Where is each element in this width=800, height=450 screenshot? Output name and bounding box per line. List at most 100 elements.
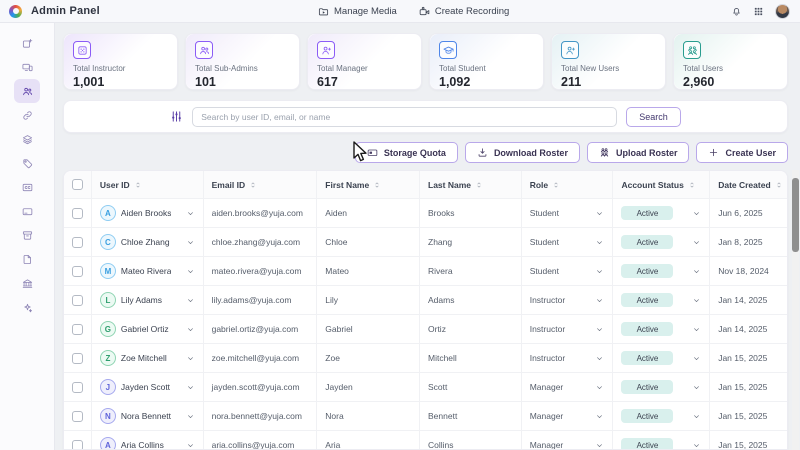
sparkles-icon (22, 302, 33, 313)
sidebar-item-11[interactable] (14, 295, 40, 319)
row-checkbox[interactable] (71, 207, 83, 219)
chevron-down-icon[interactable] (186, 441, 195, 450)
sidebar-item-10[interactable] (14, 271, 40, 295)
col-header-last-name[interactable]: Last Name (428, 179, 471, 190)
sidebar-item-5[interactable] (14, 151, 40, 175)
stat-value: 101 (195, 75, 216, 89)
chevron-down-icon[interactable] (692, 267, 701, 276)
chevron-down-icon[interactable] (186, 325, 195, 334)
chevron-down-icon[interactable] (595, 296, 604, 305)
chevron-down-icon[interactable] (186, 354, 195, 363)
sort-icon[interactable] (775, 180, 783, 190)
toolbar-button-2[interactable]: Upload Roster (586, 142, 690, 163)
col-header-date-created[interactable]: Date Created (718, 179, 771, 190)
stat-value: 2,960 (683, 75, 715, 89)
sort-icon[interactable] (373, 180, 381, 190)
row-checkbox[interactable] (71, 381, 83, 393)
row-checkbox[interactable] (71, 323, 83, 335)
sidebar-item-8[interactable] (14, 223, 40, 247)
scrollbar-thumb[interactable] (792, 178, 799, 252)
col-header-email-id[interactable]: Email ID (211, 179, 246, 190)
col-header-account-status[interactable]: Account Status (621, 179, 684, 190)
chevron-down-icon[interactable] (186, 296, 195, 305)
top-bar: Admin Panel Manage Media Create Recordin… (0, 0, 800, 23)
date-created-cell: Jan 14, 2025 (718, 324, 768, 334)
filter-sliders-icon[interactable] (170, 110, 183, 123)
stat-card: Total Student 1,092 (429, 33, 544, 90)
notifications-bell-icon[interactable] (731, 6, 742, 17)
row-checkbox[interactable] (71, 294, 83, 306)
chevron-down-icon[interactable] (595, 383, 604, 392)
sidebar-item-7[interactable] (14, 199, 40, 223)
sidebar-item-1[interactable] (14, 55, 40, 79)
chevron-down-icon[interactable] (595, 238, 604, 247)
chevron-down-icon[interactable] (595, 267, 604, 276)
sidebar-item-9[interactable] (14, 247, 40, 271)
chevron-down-icon[interactable] (595, 412, 604, 421)
link-icon (22, 110, 33, 121)
sidebar-item-4[interactable] (14, 127, 40, 151)
last-name-cell: Rivera (428, 266, 453, 276)
last-name-cell: Zhang (428, 237, 453, 247)
table-row: C Chloe Zhang chloe.zhang@yuja.com Chloe… (64, 228, 787, 257)
chevron-down-icon[interactable] (692, 296, 701, 305)
stat-card: Total New Users 211 (551, 33, 666, 90)
search-input[interactable] (192, 106, 618, 127)
search-button[interactable]: Search (626, 106, 681, 127)
select-all-checkbox[interactable] (71, 179, 83, 190)
chevron-down-icon[interactable] (692, 209, 701, 218)
first-name-cell: Aria (325, 440, 341, 450)
person-plus-icon (565, 45, 576, 56)
row-checkbox[interactable] (71, 439, 83, 449)
email-cell: aria.collins@yuja.com (211, 440, 295, 450)
sort-icon[interactable] (688, 180, 696, 190)
chevron-down-icon[interactable] (186, 238, 195, 247)
avatar: N (99, 408, 116, 424)
manage-media-button[interactable]: Manage Media (318, 6, 397, 17)
chevron-down-icon[interactable] (692, 354, 701, 363)
sort-icon[interactable] (552, 180, 560, 190)
sidebar-item-6[interactable] (14, 175, 40, 199)
toolbar-button-0[interactable]: Storage Quota (354, 142, 458, 163)
chevron-down-icon[interactable] (186, 383, 195, 392)
sidebar-item-3[interactable] (14, 103, 40, 127)
sort-icon[interactable] (475, 180, 483, 190)
chevron-down-icon[interactable] (186, 209, 195, 218)
row-checkbox[interactable] (71, 236, 83, 248)
row-checkbox[interactable] (71, 410, 83, 422)
col-header-user-id[interactable]: User ID (99, 179, 130, 190)
chevron-down-icon[interactable] (595, 325, 604, 334)
chevron-down-icon[interactable] (186, 267, 195, 276)
user-id-cell: Chloe Zhang (120, 237, 170, 247)
chevron-down-icon[interactable] (692, 441, 701, 450)
sort-icon[interactable] (134, 180, 142, 190)
sidebar-item-0[interactable] (14, 31, 40, 55)
chevron-down-icon[interactable] (595, 209, 604, 218)
scrollbar-track[interactable] (792, 170, 799, 450)
sidebar-item-2[interactable] (14, 79, 40, 103)
col-header-first-name[interactable]: First Name (325, 179, 370, 190)
row-checkbox[interactable] (71, 265, 83, 277)
sort-icon[interactable] (249, 180, 257, 190)
user-avatar[interactable] (775, 4, 790, 19)
chevron-down-icon[interactable] (692, 412, 701, 421)
toolbar-button-1[interactable]: Download Roster (464, 142, 580, 163)
stat-value: 211 (561, 75, 582, 89)
stat-value: 1,092 (439, 75, 471, 89)
chevron-down-icon[interactable] (595, 354, 604, 363)
chevron-down-icon[interactable] (692, 383, 701, 392)
stat-label: Total Instructor (73, 64, 126, 73)
chevron-down-icon[interactable] (692, 238, 701, 247)
folder-media-icon (318, 6, 329, 17)
chevron-down-icon[interactable] (186, 412, 195, 421)
create-recording-button[interactable]: Create Recording (419, 6, 509, 17)
last-name-cell: Adams (428, 295, 455, 305)
chevron-down-icon[interactable] (692, 325, 701, 334)
chevron-down-icon[interactable] (595, 441, 604, 450)
first-name-cell: Mateo (325, 266, 349, 276)
apps-grid-icon[interactable] (753, 6, 764, 17)
row-checkbox[interactable] (71, 352, 83, 364)
col-header-role[interactable]: Role (529, 179, 549, 190)
table-row: A Aria Collins aria.collins@yuja.com Ari… (64, 431, 787, 450)
toolbar-button-3[interactable]: Create User (696, 142, 788, 163)
